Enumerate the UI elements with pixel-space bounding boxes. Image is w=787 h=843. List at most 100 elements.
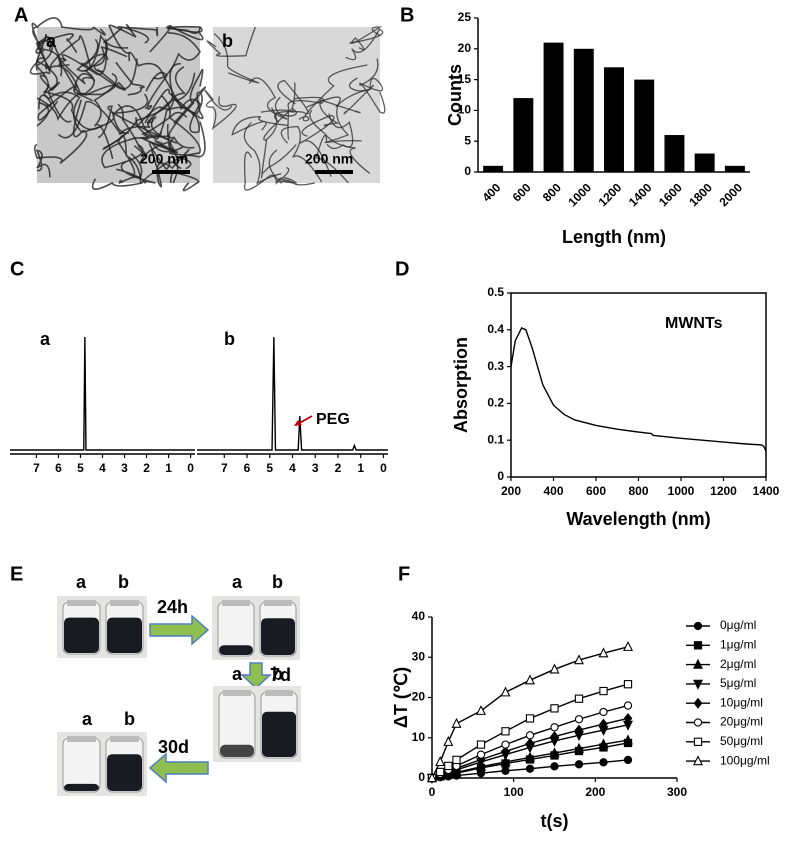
bar — [634, 79, 655, 172]
x-tick-label: 800 — [628, 484, 648, 498]
nanotube — [101, 135, 171, 169]
nanotube — [128, 51, 182, 108]
nanotube — [315, 134, 362, 184]
y-tick-label: 20 — [412, 690, 426, 704]
nanotube — [149, 24, 203, 53]
nanotube — [36, 17, 106, 36]
marker — [501, 766, 510, 775]
nanotube — [29, 36, 52, 75]
nanotube — [34, 129, 88, 165]
x-tick-label: 200 — [501, 484, 521, 498]
marker — [525, 751, 535, 762]
x-tick-label: 3 — [312, 461, 319, 475]
marker — [427, 772, 437, 783]
nanotube — [211, 96, 237, 130]
legend-marker — [693, 697, 703, 709]
vial-cap — [264, 600, 292, 606]
marker — [501, 745, 510, 757]
nanotube — [38, 91, 83, 133]
nanotube — [274, 166, 297, 185]
x-tick-label: 1000 — [668, 484, 695, 498]
nanotube — [76, 33, 129, 72]
marker — [476, 740, 486, 749]
nanotube — [231, 116, 289, 136]
marker — [623, 712, 633, 724]
y-tick-label: 0.2 — [487, 396, 504, 410]
nanotube — [142, 136, 195, 154]
scale-bar — [315, 170, 353, 174]
series-line — [10, 336, 195, 451]
legend-label: 0μg/ml — [720, 618, 756, 632]
bar — [543, 42, 564, 172]
y-tick-label: 0.5 — [487, 285, 504, 299]
marker — [525, 714, 535, 723]
nanotube — [359, 58, 386, 114]
marker — [549, 747, 560, 758]
marker — [599, 686, 608, 696]
marker — [525, 674, 535, 685]
vial-photo — [212, 596, 300, 660]
nanotube — [326, 113, 354, 150]
nanotube — [319, 99, 361, 127]
nanotube — [343, 77, 375, 115]
nanotube — [117, 26, 159, 44]
nanotube — [154, 121, 206, 158]
nanotube — [144, 71, 168, 110]
nanotube — [31, 22, 46, 71]
legend-label: 5μg/ml — [720, 676, 756, 690]
nanotube — [140, 95, 171, 140]
panel-letter: A — [14, 4, 28, 26]
legend-marker — [693, 621, 703, 631]
marker — [574, 724, 584, 736]
nanotube — [167, 26, 204, 41]
x-tick-label: 4 — [289, 461, 296, 475]
vial-label: b — [118, 572, 129, 592]
panel-letter: D — [395, 258, 409, 280]
step-label: 7d — [270, 665, 291, 685]
marker — [550, 723, 559, 732]
marker — [574, 715, 584, 724]
bar — [513, 98, 534, 172]
vial-cap — [265, 690, 293, 696]
panel-letter: C — [10, 258, 24, 280]
legend-marker — [693, 737, 703, 746]
y-tick-label: 20 — [458, 41, 472, 55]
nanotube — [147, 66, 187, 124]
x-tick-label: 6 — [244, 461, 251, 475]
marker — [500, 756, 511, 767]
x-tick-label: 4 — [99, 461, 106, 475]
y-axis-label: Absorption — [451, 337, 471, 433]
marker — [549, 663, 560, 674]
nanotube — [306, 96, 350, 144]
nanotube — [39, 74, 72, 123]
x-tick-label: 1200 — [710, 484, 737, 498]
legend-label: 10μg/ml — [720, 695, 763, 709]
marker — [599, 718, 608, 730]
y-axis-label: ΔT (℃) — [391, 667, 411, 728]
liquid — [261, 618, 295, 655]
vial-label: b — [272, 572, 283, 592]
marker — [574, 760, 584, 769]
series-line — [197, 336, 388, 451]
marker — [599, 707, 608, 717]
nanotube — [335, 77, 384, 108]
nanotube — [248, 77, 288, 120]
x-tick-label: 1 — [357, 461, 364, 475]
nanotube — [309, 110, 371, 175]
marker — [525, 764, 535, 773]
arrow — [148, 752, 209, 784]
nanotube — [58, 57, 94, 85]
nanotube — [112, 93, 163, 137]
panel-letter: F — [398, 563, 410, 585]
vial-label: a — [76, 572, 87, 592]
x-tick-label: 300 — [667, 785, 687, 799]
vial-label: a — [232, 572, 243, 592]
liquid — [107, 754, 142, 791]
nanotube — [260, 138, 297, 179]
marker — [574, 694, 584, 703]
legend-marker — [693, 755, 703, 766]
marker — [623, 701, 633, 710]
nanotube — [167, 68, 204, 139]
vial-cap — [67, 736, 96, 742]
series-line — [510, 327, 767, 452]
